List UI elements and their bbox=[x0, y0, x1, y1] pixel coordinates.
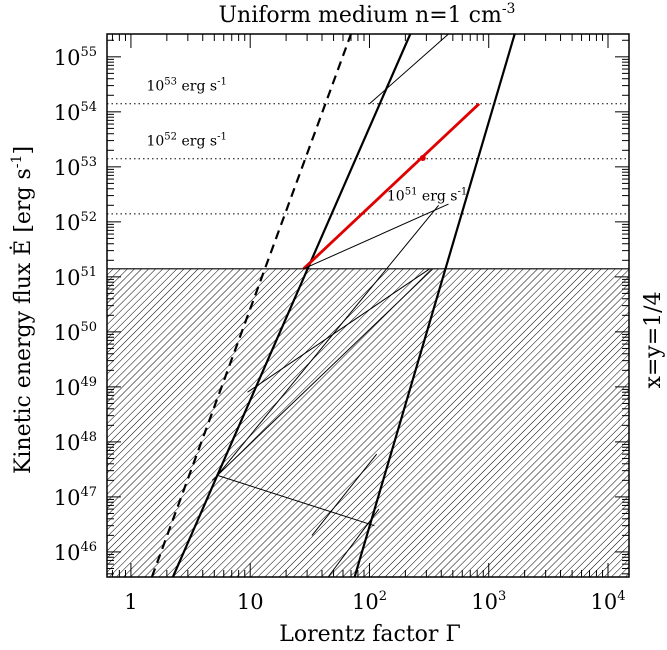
energy-flux-levels bbox=[107, 103, 629, 215]
axis-ticks bbox=[107, 34, 629, 577]
y-tick-label: 1054 bbox=[54, 100, 97, 125]
curves bbox=[150, 34, 516, 577]
y-tick-label: 1055 bbox=[54, 45, 97, 70]
chart-title: Uniform medium n=1 cm-3 bbox=[219, 1, 516, 28]
x-tick-label: 103 bbox=[471, 589, 506, 614]
level-label-0: 1053 erg s-1 bbox=[146, 77, 226, 95]
series-8 bbox=[303, 203, 449, 270]
y-tick-label: 1053 bbox=[54, 155, 97, 180]
y-tick-label: 1046 bbox=[54, 540, 97, 565]
series-9 bbox=[216, 474, 375, 527]
y-tick-label: 1049 bbox=[54, 375, 97, 400]
y-tick-label: 1047 bbox=[54, 485, 97, 510]
level-label-1: 1052 erg s-1 bbox=[146, 132, 226, 150]
x-tick-label: 102 bbox=[352, 589, 387, 614]
y-tick-label: 1052 bbox=[54, 210, 97, 235]
y-axis-label: Kinetic energy flux Ė [erg s-1] bbox=[9, 146, 36, 474]
series-0 bbox=[150, 34, 353, 577]
red-marker-point bbox=[419, 154, 426, 161]
y-tick-label: 1050 bbox=[54, 320, 97, 345]
y-tick-labels: 1046 1047 1048 1049 1050 1051 1052 1053 1054 1055 bbox=[54, 45, 97, 565]
y-tick-label: 1051 bbox=[54, 265, 97, 290]
x-tick-label: 104 bbox=[590, 589, 625, 614]
y-tick-label: 1048 bbox=[54, 430, 97, 455]
excluded-region-hatch bbox=[107, 268, 629, 577]
series-4 bbox=[369, 34, 449, 105]
series-11 bbox=[327, 508, 380, 577]
x-axis-label: Lorentz factor Γ bbox=[279, 622, 460, 647]
series-3 bbox=[302, 102, 481, 270]
series-2 bbox=[353, 34, 516, 577]
series-5 bbox=[218, 204, 439, 474]
series-10 bbox=[311, 453, 378, 536]
x-tick-label: 10 bbox=[237, 590, 264, 614]
hatched-region bbox=[107, 268, 629, 577]
x-tick-label: 1 bbox=[124, 590, 137, 614]
level-annotations: 1053 erg s-1 1052 erg s-1 1051 erg s-1 bbox=[146, 77, 467, 205]
series-6 bbox=[247, 268, 430, 393]
side-label: x=y=1/4 bbox=[641, 291, 666, 388]
series-7 bbox=[211, 268, 434, 481]
marker bbox=[419, 154, 426, 161]
level-label-2: 1051 erg s-1 bbox=[387, 187, 467, 205]
x-tick-labels: 1 10 102 103 104 bbox=[124, 589, 625, 614]
series-1 bbox=[171, 34, 412, 577]
